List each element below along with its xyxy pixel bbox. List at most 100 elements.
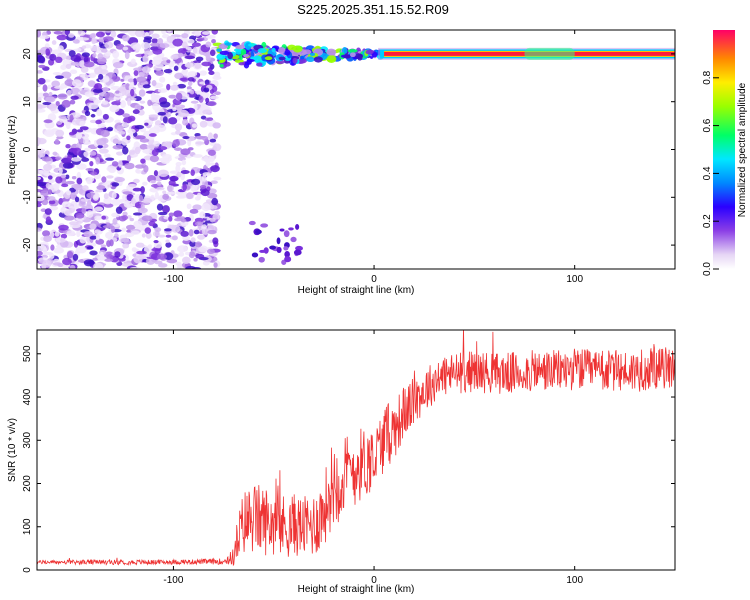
noise-blob xyxy=(37,194,45,202)
noise-blob xyxy=(283,246,289,251)
noise-blob xyxy=(186,192,194,200)
noise-blob xyxy=(136,255,147,260)
noise-blob xyxy=(153,124,160,130)
colorbar-tick-label: 0.2 xyxy=(702,214,713,228)
noise-blob xyxy=(98,95,104,101)
noise-blob xyxy=(37,182,47,187)
noise-blob xyxy=(129,266,141,269)
noise-blob xyxy=(63,210,71,216)
tone-onset-blob xyxy=(216,48,222,52)
noise-blob xyxy=(255,229,262,235)
noise-blob xyxy=(131,247,137,252)
snr-ytick-label: 0 xyxy=(22,567,33,573)
noise-blob xyxy=(72,147,82,156)
noise-blob xyxy=(55,56,63,64)
noise-blob xyxy=(114,251,121,258)
noise-blob xyxy=(195,241,202,248)
noise-blob xyxy=(184,55,196,60)
noise-blob xyxy=(152,48,163,55)
tone-onset-blob xyxy=(347,49,358,53)
noise-blob xyxy=(206,248,215,254)
noise-blob xyxy=(166,59,171,63)
noise-blob xyxy=(135,242,145,248)
noise-blob xyxy=(97,123,106,129)
noise-blob xyxy=(69,264,76,269)
noise-blob xyxy=(122,34,130,42)
noise-blob xyxy=(84,147,92,152)
noise-blob xyxy=(198,245,208,253)
noise-blob xyxy=(167,185,173,193)
noise-blob xyxy=(186,185,191,190)
noise-blob xyxy=(47,175,53,180)
noise-blob xyxy=(96,185,106,190)
noise-blob xyxy=(133,67,143,72)
noise-blob xyxy=(84,91,95,97)
noise-blob xyxy=(190,237,196,243)
noise-blob xyxy=(154,120,162,127)
noise-blob xyxy=(151,80,157,87)
noise-blob xyxy=(165,234,172,238)
tone-onset-blob xyxy=(284,49,291,56)
noise-blob xyxy=(186,203,192,210)
tone-onset-blob xyxy=(235,44,246,50)
noise-blob xyxy=(100,244,107,248)
noise-blob xyxy=(42,84,48,92)
noise-blob xyxy=(169,170,180,174)
noise-blob xyxy=(190,178,201,186)
noise-blob xyxy=(47,189,53,195)
noise-blob xyxy=(85,176,95,183)
noise-blob xyxy=(200,189,210,197)
noise-blob xyxy=(154,227,162,233)
noise-blob xyxy=(119,30,131,33)
noise-blob xyxy=(122,193,128,201)
noise-blob xyxy=(76,177,83,185)
noise-blob xyxy=(263,247,269,254)
noise-blob xyxy=(172,139,180,147)
noise-blob xyxy=(111,198,121,206)
noise-blob xyxy=(44,208,52,215)
tone-onset-blob xyxy=(240,48,247,56)
noise-blob xyxy=(76,171,82,180)
noise-blob xyxy=(94,215,102,221)
noise-blob xyxy=(111,161,119,167)
noise-blob xyxy=(48,200,56,205)
noise-blob xyxy=(122,146,129,155)
noise-blob xyxy=(166,191,176,195)
noise-blob xyxy=(209,95,219,100)
noise-blob xyxy=(147,99,153,107)
noise-blob xyxy=(91,37,97,45)
noise-blob xyxy=(102,225,113,229)
noise-blob xyxy=(104,41,114,49)
noise-blob xyxy=(200,37,205,41)
noise-blob xyxy=(201,174,207,182)
noise-blob xyxy=(52,151,58,156)
noise-blob xyxy=(81,52,90,58)
noise-blob xyxy=(178,109,189,118)
noise-blob xyxy=(185,251,190,256)
noise-blob xyxy=(201,61,212,67)
colorbar-label: Normalized spectral amplitude xyxy=(737,82,748,217)
noise-blob xyxy=(180,169,190,174)
noise-blob xyxy=(213,143,222,152)
noise-blob xyxy=(77,30,82,35)
snr-ylabel: SNR (10 * v/v) xyxy=(7,418,18,482)
noise-blob xyxy=(157,88,168,93)
noise-blob xyxy=(190,100,199,104)
noise-blob xyxy=(43,235,52,242)
spectrogram-ytick-label: -20 xyxy=(22,237,33,252)
noise-blob xyxy=(64,79,75,87)
noise-blob xyxy=(134,30,145,37)
noise-blob xyxy=(79,236,87,244)
noise-blob xyxy=(213,176,222,181)
noise-blob xyxy=(149,155,160,163)
noise-blob xyxy=(140,203,145,212)
noise-blob xyxy=(71,183,83,189)
noise-blob xyxy=(117,159,123,168)
noise-blob xyxy=(130,88,135,97)
noise-blob xyxy=(105,157,115,161)
noise-blob xyxy=(284,256,292,263)
noise-blob xyxy=(37,227,42,232)
spectrogram-ytick-label: 20 xyxy=(22,48,33,60)
noise-blob xyxy=(153,170,159,177)
noise-blob xyxy=(209,89,215,95)
